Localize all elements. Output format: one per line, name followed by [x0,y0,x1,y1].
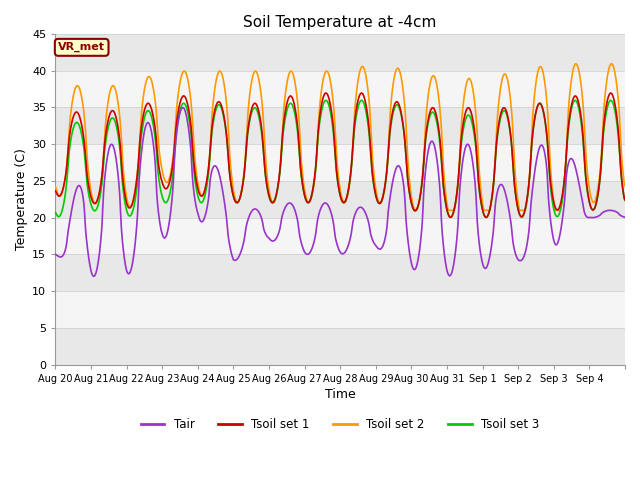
Tair [51,252,59,257]
Tsoil set 1 [375,200,383,206]
Tair [375,246,383,252]
Tair [614,210,621,216]
Tsoil set 1 [621,197,629,203]
Tsoil set 3 [512,196,520,202]
Tsoil set 1 [51,188,59,194]
Legend: Tair, Tsoil set 1, Tsoil set 2, Tsoil set 3: Tair, Tsoil set 1, Tsoil set 2, Tsoil se… [136,413,545,436]
Tsoil set 1 [447,215,454,220]
Tsoil set 1 [512,196,520,202]
Tsoil set 1 [545,151,552,157]
Tsoil set 2 [614,87,621,93]
Line: Tsoil set 3: Tsoil set 3 [55,100,625,217]
Tsoil set 2 [607,61,615,67]
Bar [55,328,625,365]
Tsoil set 3 [375,200,383,206]
Bar [55,34,625,71]
Tsoil set 3 [614,124,621,130]
Tsoil set 3 [545,154,552,160]
Bar [55,144,625,181]
Tsoil set 2 [411,207,419,213]
Bar [55,254,625,291]
Tsoil set 3 [108,115,116,121]
Text: VR_met: VR_met [58,42,105,52]
Tair [179,105,186,110]
Bar [55,217,625,254]
Bar [55,71,625,108]
Tsoil set 1 [231,198,239,204]
Line: Tsoil set 2: Tsoil set 2 [55,64,625,210]
Tsoil set 3 [322,97,330,103]
X-axis label: Time: Time [324,388,356,401]
Bar [55,181,625,217]
Line: Tair: Tair [55,108,625,276]
Tsoil set 2 [621,183,629,189]
Tsoil set 3 [621,198,629,204]
Tsoil set 3 [447,215,454,220]
Tair [512,253,520,259]
Bar [55,108,625,144]
Tsoil set 2 [374,198,382,204]
Tair [621,215,629,220]
Tair [109,142,116,148]
Tsoil set 2 [512,180,520,186]
Tair [545,193,552,199]
Y-axis label: Temperature (C): Temperature (C) [15,148,28,250]
Title: Soil Temperature at -4cm: Soil Temperature at -4cm [243,15,437,30]
Tsoil set 3 [231,198,239,204]
Tsoil set 2 [544,116,552,121]
Tsoil set 1 [108,108,116,114]
Tsoil set 3 [51,210,59,216]
Tsoil set 2 [108,83,116,89]
Tsoil set 1 [614,118,621,124]
Line: Tsoil set 1: Tsoil set 1 [55,93,625,217]
Bar [55,291,625,328]
Tsoil set 2 [231,195,239,201]
Tsoil set 2 [51,184,59,190]
Tsoil set 1 [322,90,330,96]
Tair [90,274,97,279]
Tair [232,257,239,263]
